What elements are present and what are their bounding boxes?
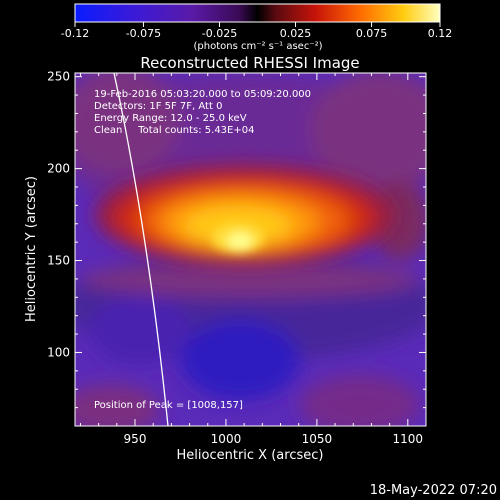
x-tick-label: 950 [124,432,147,446]
heatmap-image [75,73,426,426]
colorbar-tick-label: -0.075 [126,27,161,40]
solar-limb-curve [113,73,169,426]
colorbar-tick-label: 0.025 [280,27,312,40]
colorbar-tick-label: -0.025 [202,27,237,40]
annotation-line-2: Detectors: 1F 5F 7F, Att 0 [94,101,222,112]
x-axis-ticks: 950 1000 1050 1100 [79,73,427,446]
timestamp: 18-May-2022 07:20 [370,483,497,498]
y-tick-label: 200 [47,162,70,176]
annotation-line-4: Clean Total counts: 5.43E+04 [94,125,254,136]
colorbar-strip [74,3,441,23]
y-tick-label: 100 [47,345,70,359]
colorbar-ticks: -0.12 -0.075 -0.025 0.025 0.075 0.12 [61,22,452,40]
y-axis-label: Heliocentric Y (arcsec) [24,176,39,322]
plot-frame [74,72,427,427]
colorbar-tick-label: -0.12 [61,27,89,40]
colorbar-tick-label: 0.12 [428,27,453,40]
chart-title: Reconstructed RHESSI Image [140,54,359,72]
colorbar-tick-label: 0.075 [356,27,388,40]
annotation-line-3: Energy Range: 12.0 - 25.0 keV [94,113,247,124]
x-tick-label: 1000 [211,432,242,446]
x-tick-label: 1050 [302,432,333,446]
x-axis-label: Heliocentric X (arcsec) [177,448,324,463]
x-tick-label: 1100 [393,432,424,446]
y-tick-label: 250 [47,70,70,84]
colorbar-units-label: (photons cm⁻² s⁻¹ asec⁻²) [193,41,322,52]
annotation-line-1: 19-Feb-2016 05:03:20.000 to 05:09:20.000 [94,89,311,100]
peak-position-label: Position of Peak = [1008,157] [94,400,243,411]
y-axis-ticks: 100 150 200 250 [47,70,426,409]
y-tick-label: 150 [47,254,70,268]
